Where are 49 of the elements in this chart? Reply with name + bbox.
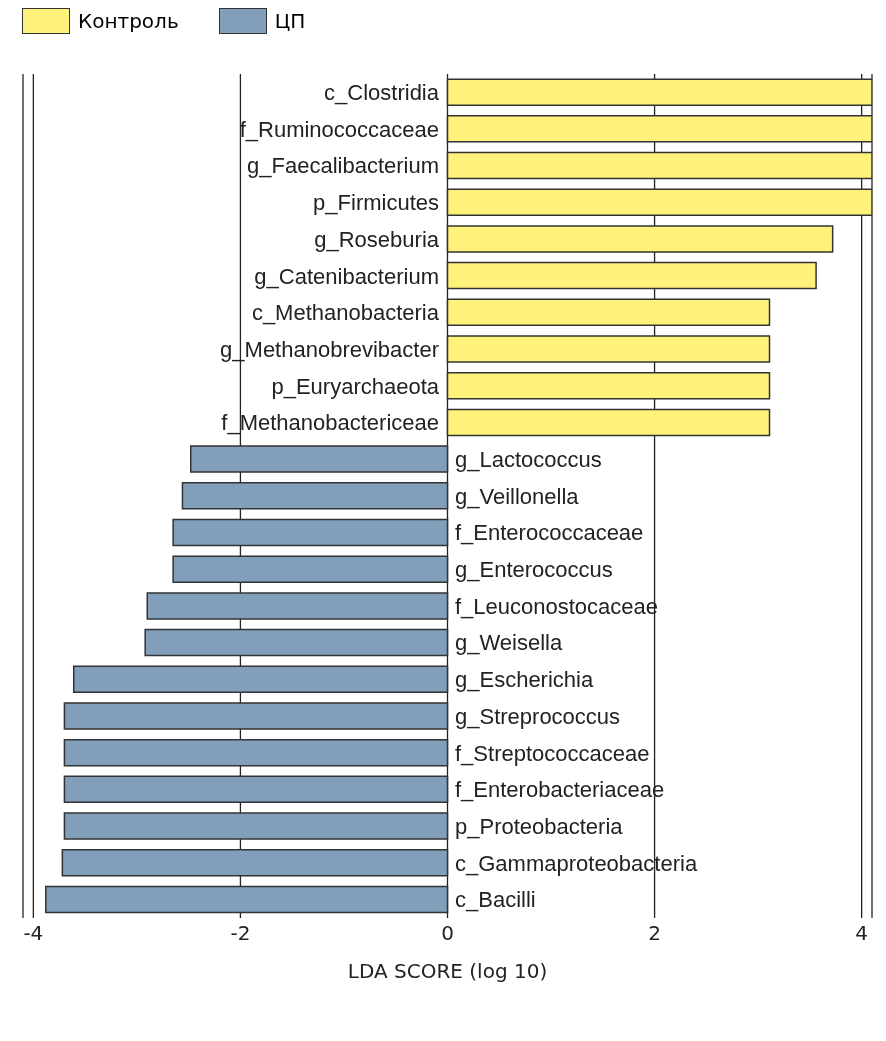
bar [144,628,449,657]
x-tick-label: 4 [855,921,869,946]
bar [446,371,771,400]
legend-label: Контроль [78,9,179,33]
bar [63,702,449,730]
x-axis-title: LDA SCORE (log 10) [347,959,548,983]
y-tick-label: c_Clostridia [324,80,440,106]
bar [72,665,449,694]
y-tick-label: p_Euryarchaeota [271,373,440,399]
legend-label: ЦП [274,9,306,33]
bar [181,482,449,510]
x-tick-label: 0 [441,921,454,946]
bar [446,115,872,143]
y-tick-label: g_Streprococcus [455,703,621,729]
y-tick-label: g_Enterococcus [455,557,613,583]
y-tick-label: g_Lactococcus [455,447,602,472]
bar [446,335,771,363]
bar [189,445,449,473]
bar [146,592,449,620]
bar [446,78,872,106]
bar [63,775,449,804]
bar [63,812,449,840]
y-tick-label: p_Proteobacteria [455,813,624,839]
bar [45,885,449,914]
y-tick-label: c_Methanobacteria [251,300,440,326]
y-tick-label: f_Ruminococcaceae [239,116,439,142]
y-tick-label: g_Roseburia [314,226,440,252]
bar [446,261,817,290]
bar [172,518,449,547]
x-tick-label: -4 [23,921,44,946]
bar [446,225,834,253]
bar [172,555,449,583]
x-tick-label: 2 [648,921,661,946]
bar [61,849,449,877]
y-tick-label: g_Escherichia [455,667,594,693]
y-tick-label: f_Enterococcaceae [455,520,644,546]
bar [446,151,872,180]
y-tick-label: g_Veillonella [455,483,580,509]
bar [446,408,771,437]
bar [63,738,449,767]
y-tick-label: g_Weisella [455,630,563,656]
x-tick-label: -2 [230,921,251,946]
bar [446,188,872,216]
y-tick-label: f_Streptococcaceae [455,740,650,766]
bar [446,298,771,327]
y-tick-label: g_Catenibacterium [254,263,439,289]
y-tick-label: g_Faecalibacterium [247,153,439,179]
y-tick-label: c_Bacilli [455,887,536,913]
y-tick-label: p_Firmicutes [313,190,439,216]
